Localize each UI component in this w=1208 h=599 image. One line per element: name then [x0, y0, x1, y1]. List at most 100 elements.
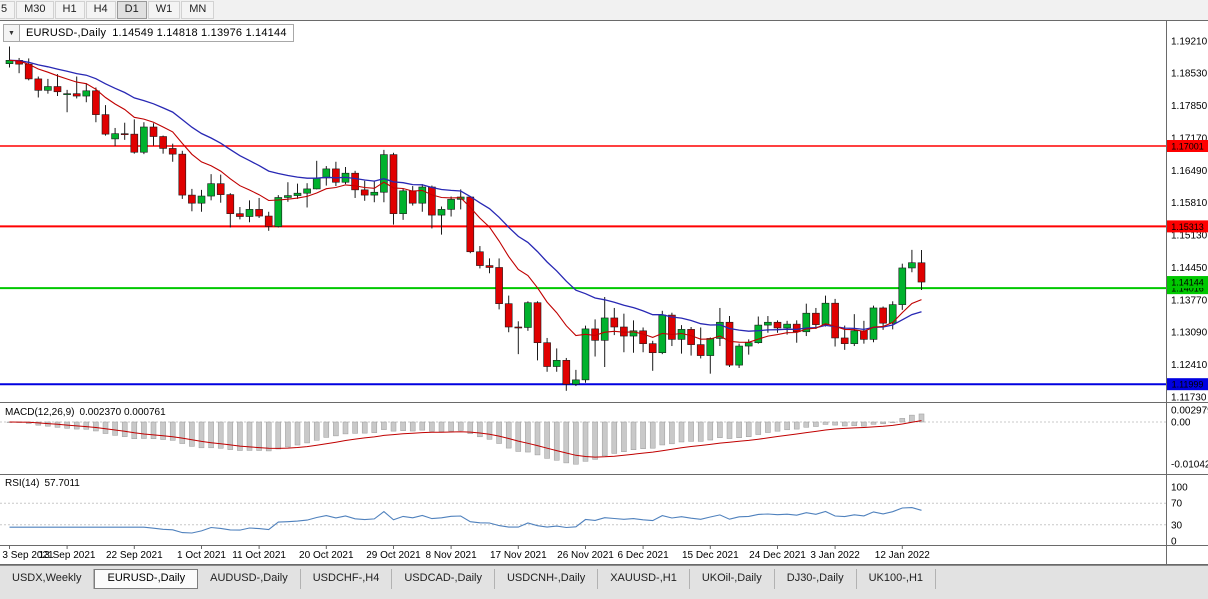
price-tag-resistance-upper[interactable]: 1.17001: [1167, 139, 1208, 152]
macd-histogram-bar: [169, 421, 176, 441]
candle-body: [82, 90, 91, 97]
macd-histogram-bar: [755, 421, 762, 435]
macd-histogram-bar: [630, 421, 637, 450]
macd-histogram-bar: [429, 421, 435, 432]
chart-tab-audusd-daily[interactable]: AUDUSD-,Daily: [198, 569, 301, 589]
candle-body: [600, 317, 609, 341]
macd-histogram-bar: [861, 421, 867, 427]
chart-tab-usdcnh-daily[interactable]: USDCNH-,Daily: [495, 569, 599, 589]
price-tag-support-blue[interactable]: 1.11999: [1167, 378, 1208, 391]
rsi-value: 57.7011: [44, 478, 80, 489]
chart-tab-uk100-h1[interactable]: UK100-,H1: [857, 569, 937, 589]
date-label: 13 Sep 2021: [39, 550, 96, 561]
chart-collapse-button[interactable]: ▼: [4, 25, 20, 41]
candle-body: [917, 262, 926, 283]
chart-background: [0, 20, 1208, 565]
timeframe-button-h1[interactable]: H1: [54, 1, 85, 19]
macd-histogram-bar: [621, 421, 627, 452]
candle-body: [207, 183, 215, 197]
macd-histogram-bar: [745, 421, 752, 437]
date-label: 15 Dec 2021: [682, 550, 739, 561]
macd-histogram-bar: [592, 421, 598, 460]
macd-histogram-bar: [400, 421, 406, 431]
timeframe-toolbar: 5 M30 H1 H4 D1 W1 MN: [0, 0, 1208, 20]
date-label: 24 Dec 2021: [749, 550, 806, 561]
macd-histogram-bar: [793, 421, 800, 430]
macd-histogram-bar: [333, 421, 339, 437]
candle-body: [696, 344, 705, 356]
rsi-panel-label: RSI(14) 57.7011: [5, 478, 85, 489]
candle-body: [869, 307, 878, 340]
svg-text:1.14144: 1.14144: [1171, 278, 1204, 288]
macd-histogram-bar: [112, 421, 118, 436]
date-label: 8 Nov 2021: [426, 550, 478, 561]
macd-histogram-bar: [93, 421, 99, 432]
candle-body: [168, 148, 177, 155]
candle-body: [735, 345, 743, 366]
macd-histogram-bar: [381, 421, 387, 430]
price-tag-resistance-lower[interactable]: 1.15313: [1167, 220, 1208, 233]
candle-body: [255, 209, 263, 217]
price-tag-current[interactable]: 1.14144: [1167, 276, 1208, 289]
macd-histogram-bar: [649, 421, 656, 449]
chart-tab-usdcad-daily[interactable]: USDCAD-,Daily: [392, 569, 495, 589]
macd-histogram-bar: [189, 421, 195, 447]
price-tick-label: 1.15810: [1171, 198, 1208, 209]
timeframe-button-d1[interactable]: D1: [116, 1, 147, 19]
macd-signal-line: [9, 420, 922, 458]
candle-body: [418, 186, 427, 204]
macd-histogram-bar: [870, 421, 877, 425]
chart-tab-dj30-daily[interactable]: DJ30-,Daily: [775, 569, 857, 589]
chart-tab-usdchf-h4[interactable]: USDCHF-,H4: [301, 569, 393, 589]
candle-body: [764, 321, 772, 326]
candle-body: [495, 267, 503, 304]
timeframe-button-m30[interactable]: M30: [16, 1, 54, 19]
chart-tab-ukoil-daily[interactable]: UKOil-,Daily: [690, 569, 775, 589]
macd-histogram-bar: [841, 421, 848, 427]
rsi-axis-label: 30: [1171, 520, 1183, 531]
timeframe-button-mn[interactable]: MN: [181, 1, 215, 19]
macd-histogram-bar: [573, 421, 579, 465]
candle-body: [504, 303, 513, 328]
chart-tab-eurusd-daily[interactable]: EURUSD-,Daily: [94, 569, 199, 589]
timeframe-button-h4[interactable]: H4: [85, 1, 116, 19]
price-axis-ticks: 1.19210 1.18530 1.17850 1.17170 1.16490 1.158…: [1171, 36, 1208, 403]
macd-histogram-bar: [448, 421, 454, 432]
date-label: 22 Sep 2021: [106, 550, 163, 561]
macd-histogram-bar: [227, 421, 234, 450]
price-tick-label: 1.14450: [1171, 263, 1208, 274]
chevron-down-icon: ▼: [8, 29, 15, 37]
ma-slow-line: [9, 59, 922, 332]
macd-histogram-bar: [102, 421, 109, 434]
chart-title: EURUSD-,Daily 1.14549 1.14818 1.13976 1.1…: [20, 27, 293, 39]
chart-tab-usdx-weekly[interactable]: USDX,Weekly: [0, 569, 95, 589]
macd-histogram-bar: [678, 421, 685, 443]
candle-body: [24, 63, 33, 80]
candle-body: [408, 190, 417, 204]
macd-histogram-bar: [553, 421, 560, 461]
date-label: 12 Jan 2022: [875, 550, 930, 561]
timeframe-button-5[interactable]: 5: [0, 1, 16, 19]
timeframe-button-w1[interactable]: W1: [147, 1, 181, 19]
macd-name: MACD(12,26,9): [5, 407, 75, 418]
chart-tab-xauusd-h1[interactable]: XAUUSD-,H1: [598, 569, 690, 589]
candle-body: [629, 330, 638, 337]
macd-histogram-bar: [880, 421, 886, 425]
macd-histogram-bar: [275, 421, 282, 450]
macd-panel: [0, 413, 1166, 465]
candle-body: [514, 326, 523, 329]
candle-body: [581, 328, 590, 381]
chart-canvas[interactable]: 1.19210 1.18530 1.17850 1.17170 1.16490 1.158…: [0, 20, 1208, 565]
candle-body: [744, 342, 753, 347]
macd-histogram-bar: [515, 421, 522, 452]
candle-body: [533, 302, 542, 344]
chart-ohlc-values: 1.14549 1.14818 1.13976 1.14144: [112, 27, 287, 39]
svg-text:1.14016: 1.14016: [1171, 284, 1204, 294]
macd-histogram-bar: [237, 421, 243, 451]
candle-body: [236, 213, 244, 217]
candle-body: [706, 338, 715, 356]
rsi-axis-label: 70: [1171, 499, 1183, 510]
macd-histogram-bar: [899, 418, 906, 423]
macd-axis-label: -0.010422: [1171, 460, 1208, 471]
